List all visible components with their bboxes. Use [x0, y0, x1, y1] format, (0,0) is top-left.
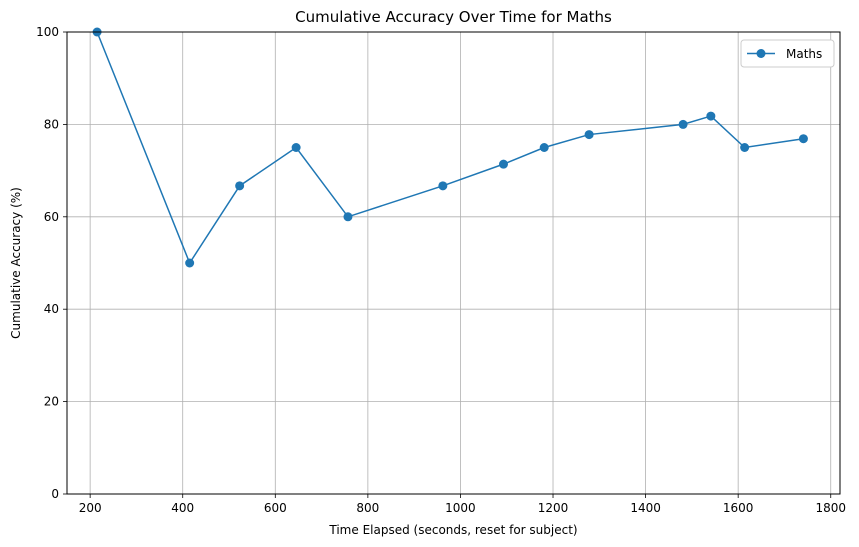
y-axis-ticks: 0 20 40 60 80 100 — [36, 25, 67, 501]
x-tick-label: 1000 — [445, 501, 476, 515]
x-tick-label: 800 — [356, 501, 379, 515]
series-layer — [92, 27, 808, 268]
x-tick-label: 1800 — [815, 501, 846, 515]
x-tick-label: 1400 — [630, 501, 661, 515]
data-point — [706, 111, 716, 121]
legend: Maths — [740, 39, 835, 68]
legend-marker — [756, 49, 766, 58]
x-tick-label: 1600 — [723, 501, 754, 515]
x-axis-ticks: 200 400 600 800 1000 1200 1400 1600 1800 — [79, 494, 846, 515]
chart-title: Cumulative Accuracy Over Time for Maths — [295, 8, 612, 26]
data-point — [539, 143, 549, 152]
data-point — [740, 143, 750, 152]
data-point — [438, 181, 448, 191]
y-tick-label: 100 — [36, 25, 59, 39]
y-tick-label: 0 — [51, 487, 59, 501]
data-point — [798, 134, 808, 144]
legend-label-maths: Maths — [786, 47, 822, 61]
y-tick-label: 40 — [44, 302, 59, 316]
y-axis-label: Cumulative Accuracy (%) — [9, 187, 23, 339]
x-tick-label: 400 — [171, 501, 194, 515]
y-tick-label: 80 — [44, 117, 59, 131]
x-tick-label: 600 — [264, 501, 287, 515]
data-point — [584, 130, 594, 140]
y-tick-label: 60 — [44, 210, 59, 224]
data-point — [498, 159, 508, 169]
data-point — [678, 119, 688, 129]
data-point — [235, 181, 245, 191]
x-tick-label: 200 — [79, 501, 102, 515]
data-point — [343, 212, 353, 222]
data-point — [185, 258, 195, 268]
plot-frame — [66, 31, 841, 495]
x-axis-label: Time Elapsed (seconds, reset for subject… — [328, 523, 577, 537]
data-point — [291, 143, 301, 152]
x-tick-label: 1200 — [538, 501, 569, 515]
y-tick-label: 20 — [44, 395, 59, 409]
plot-area — [67, 32, 840, 494]
legend-box — [740, 39, 835, 68]
